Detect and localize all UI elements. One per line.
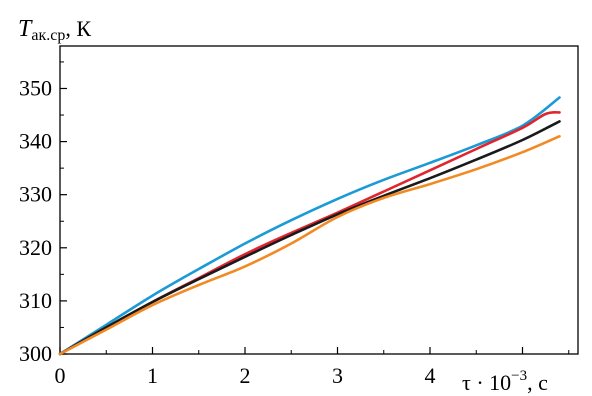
y-tick-label: 340 bbox=[19, 129, 52, 154]
x-tick-label: 2 bbox=[240, 363, 251, 388]
y-tick-label: 310 bbox=[19, 288, 52, 313]
y-tick-label: 320 bbox=[19, 235, 52, 260]
y-axis-label-symbol: T bbox=[18, 16, 33, 42]
x-axis-label-exponent: −3 bbox=[511, 368, 527, 384]
y-axis-label: Tак.ср, К bbox=[18, 16, 91, 44]
series-line-4 bbox=[58, 135, 561, 356]
x-tick-label: 1 bbox=[147, 363, 158, 388]
series-layer bbox=[58, 96, 561, 356]
series-line-1 bbox=[58, 96, 561, 356]
x-tick-label: 3 bbox=[332, 363, 343, 388]
y-axis-label-subscript: ак.ср bbox=[31, 27, 65, 44]
y-tick-label: 350 bbox=[19, 75, 52, 100]
x-axis-label-unit: , с bbox=[527, 370, 548, 395]
y-axis-label-unit: , К bbox=[65, 16, 91, 41]
plot-frame bbox=[59, 45, 579, 355]
x-tick-label: 0 bbox=[55, 363, 66, 388]
y-tick-label: 300 bbox=[19, 341, 52, 366]
x-axis-label: τ · 10−3, с bbox=[462, 368, 548, 395]
x-axis-label-prefix: τ · 10 bbox=[462, 370, 511, 395]
plot-border bbox=[59, 45, 579, 355]
y-axis: 300 310 320 330 340 350 bbox=[19, 61, 67, 366]
y-tick-label: 330 bbox=[19, 182, 52, 207]
series-line-3 bbox=[58, 120, 561, 356]
x-tick-label: 4 bbox=[425, 363, 436, 388]
